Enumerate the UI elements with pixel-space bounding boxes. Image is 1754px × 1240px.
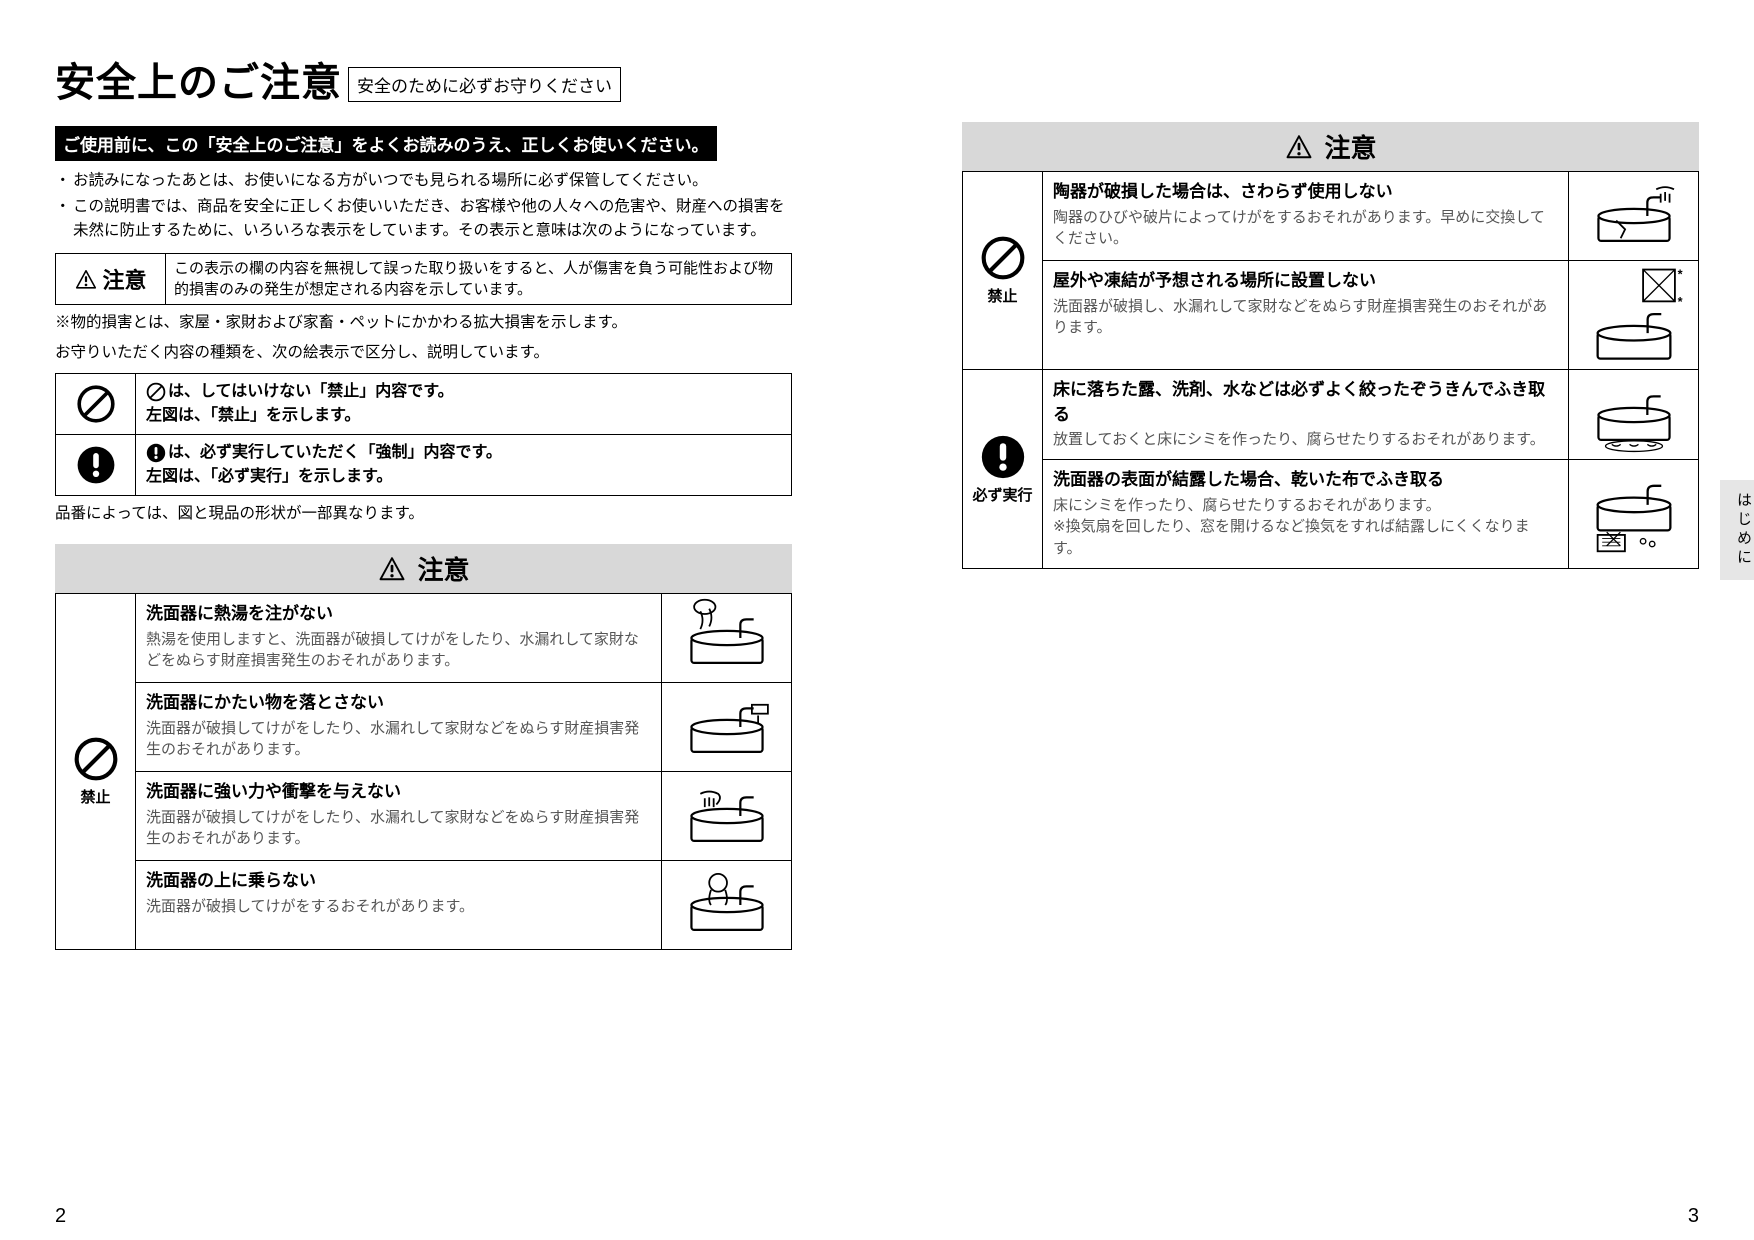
prohibit-icon [146,382,166,402]
illustration-drop-object [661,683,791,771]
mandatory-icon [980,434,1026,480]
illustration-sit-on [661,861,791,949]
page-left: 安全上のご注意 安全のために必ずお守りください ご使用前に、この「安全上のご注意… [0,0,877,1240]
warn-table-right: 禁止 陶器が破損した場合は、さわらず使用しない 陶器のひびや破片によってけがをす… [962,171,1699,569]
symbol-table: は、してはいけない「禁止」内容です。 左図は、「禁止」を示します。 は、必ず実行… [55,373,792,496]
warn-body: 熱湯を使用しますと、洗面器が破損してけがをしたり、水漏れして家財などをぬらす財産… [146,629,651,673]
intro-item: お読みになったあとは、お使いになる方がいつでも見られる場所に必ず保管してください… [73,169,792,193]
intro-item: この説明書では、商品を安全に正しくお使いいただき、お客様や他の人々への危害や、財… [73,195,792,243]
warn-heading: 洗面器にかたい物を落とさない [146,691,651,716]
page-number: 3 [1688,1205,1699,1228]
warn-items: 洗面器に熱湯を注がない 熱湯を使用しますと、洗面器が破損してけがをしたり、水漏れ… [136,594,791,949]
prohibit-icon [73,736,119,782]
mandatory-icon [146,443,166,463]
def-body: この表示の欄の内容を無視して誤った取り扱いをすると、人が傷害を負う可能性および物… [166,254,791,304]
caution-icon [377,556,407,582]
symbol-cell-prohibit [56,374,136,434]
illustration-hot-water [661,594,791,682]
intro-black-bar: ご使用前に、この「安全上のご注意」をよくお読みのうえ、正しくお使いください。 [55,126,717,161]
warn-body: 洗面器が破損し、水漏れして家財などをぬらす財産損害発生のおそれがあります。 [1053,296,1558,340]
title-subbox: 安全のために必ずお守りください [348,67,621,102]
def-label: 注意 [56,254,166,304]
page-number: 2 [55,1205,66,1228]
warn-heading: 陶器が破損した場合は、さわらず使用しない [1053,180,1558,205]
warn-body: 洗面器が破損してけがをしたり、水漏れして家財などをぬらす財産損害発生のおそれがあ… [146,718,651,762]
caution-header: 注意 [962,122,1699,171]
svg-text:*: * [1677,294,1682,309]
warn-heading: 洗面器に熱湯を注がない [146,602,651,627]
intro-list: ・お読みになったあとは、お使いになる方がいつでも見られる場所に必ず保管してくださ… [55,169,792,243]
note-damage: ※物的損害とは、家屋・家財および家畜・ペットにかかわる拡大損害を示します。 [55,311,792,335]
note-classification: お守りいただく内容の種類を、次の絵表示で区分し、説明しています。 [55,341,792,365]
illustration-condensation [1568,460,1698,568]
mandatory-icon [76,445,116,485]
illustration-wipe-floor [1568,370,1698,459]
warn-body: 洗面器が破損してけがをしたり、水漏れして家財などをぬらす財産損害発生のおそれがあ… [146,807,651,851]
svg-text:*: * [1677,267,1682,282]
title-row: 安全上のご注意 安全のために必ずお守りください [55,50,792,108]
warn-side-mandatory: 必ず実行 [963,370,1043,568]
illustration-impact [661,772,791,860]
warn-body: 放置しておくと床にシミを作ったり、腐らせたりするおそれがあります。 [1053,429,1558,451]
caution-icon [1284,134,1314,160]
warn-table-left: 禁止 洗面器に熱湯を注がない 熱湯を使用しますと、洗面器が破損してけがをしたり、… [55,593,792,950]
warn-body: 陶器のひびや破片によってけがをするおそれがあります。早めに交換してください。 [1053,207,1558,251]
warn-heading: 屋外や凍結が予想される場所に設置しない [1053,269,1558,294]
warn-side-prohibit: 禁止 [56,594,136,949]
warn-heading: 洗面器の表面が結露した場合、乾いた布でふき取る [1053,468,1558,493]
side-tab: はじめに [1720,480,1754,580]
caution-definition: 注意 この表示の欄の内容を無視して誤った取り扱いをすると、人が傷害を負う可能性お… [55,253,792,305]
warn-heading: 床に落ちた露、洗剤、水などは必ずよく絞ったぞうきんでふき取る [1053,378,1558,427]
warn-body: 洗面器が破損してけがをするおそれがあります。 [146,896,651,918]
main-title: 安全上のご注意 [55,50,342,108]
symbol-desc: は、必ず実行していただく「強制」内容です。 左図は、「必ず実行」を示します。 [136,435,791,495]
illustration-broken-touch [1568,172,1698,260]
page-right: 注意 禁止 陶器が破損した場合は、さわらず使用しない 陶器のひびや破片によってけ… [877,0,1754,1240]
prohibit-icon [76,384,116,424]
caution-header: 注意 [55,544,792,593]
symbol-desc: は、してはいけない「禁止」内容です。 左図は、「禁止」を示します。 [136,374,791,434]
note-shape: 品番によっては、図と現品の形状が一部異なります。 [55,502,792,526]
illustration-freeze: ** [1568,261,1698,369]
warn-heading: 洗面器に強い力や衝撃を与えない [146,780,651,805]
warn-side-prohibit: 禁止 [963,172,1043,369]
caution-icon [74,269,98,290]
warn-heading: 洗面器の上に乗らない [146,869,651,894]
prohibit-icon [980,235,1026,281]
warn-body: 床にシミを作ったり、腐らせたりするおそれがあります。 ※換気扇を回したり、窓を開… [1053,495,1558,560]
symbol-cell-mandatory [56,435,136,495]
